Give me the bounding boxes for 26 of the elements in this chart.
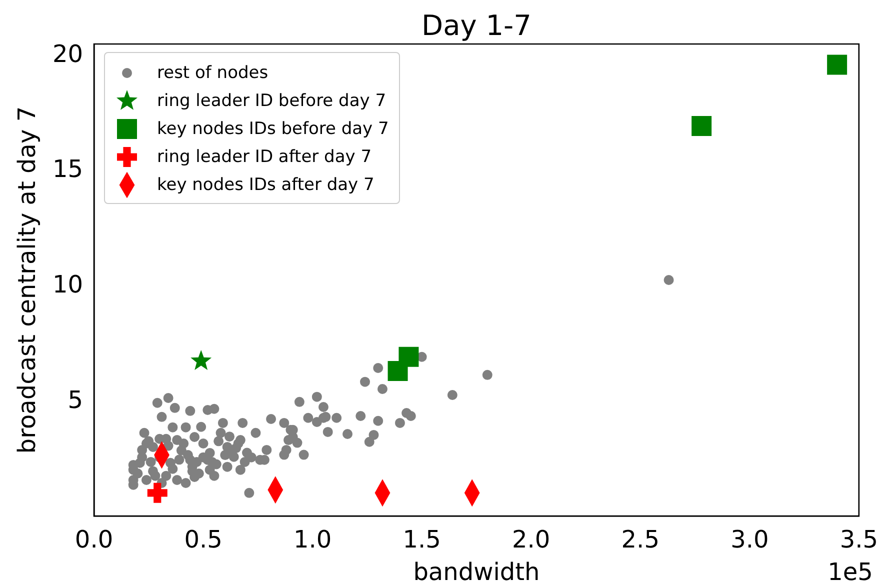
legend-label: key nodes IDs after day 7 (157, 174, 374, 197)
y-tick-label: 15 (52, 155, 83, 184)
x-axis-title: bandwidth (413, 558, 540, 585)
text: 1e5 (828, 558, 873, 585)
legend-label: key nodes IDs before day 7 (157, 118, 389, 141)
x-tick-label: 2.5 (621, 526, 660, 554)
x-tick-label: 2.0 (512, 526, 550, 554)
x-tick-label: 1.0 (293, 526, 332, 554)
x-tick-label: 0.5 (184, 526, 222, 554)
y-tick-label: 5 (68, 386, 83, 414)
y-tick-label: 20 (52, 40, 83, 68)
legend-label: rest of nodes (157, 62, 268, 85)
x-tick-label: 0.0 (74, 526, 114, 554)
x-tick-label: 1.5 (402, 526, 441, 554)
point (827, 54, 848, 75)
point (692, 116, 712, 136)
legend-label: ring leader ID after day 7 (157, 146, 372, 169)
point (190, 350, 212, 370)
y-axis-title: broadcast centrality at day 7 (13, 106, 41, 454)
x-tick-label: 3.0 (730, 526, 769, 554)
point (147, 482, 168, 503)
chart-title: Day 1-7 (421, 9, 532, 42)
legend-label: ring leader ID before day 7 (157, 90, 386, 113)
x-tick-label: 3.5 (840, 526, 878, 554)
y-tick-label: 10 (52, 270, 83, 299)
point (398, 346, 419, 367)
